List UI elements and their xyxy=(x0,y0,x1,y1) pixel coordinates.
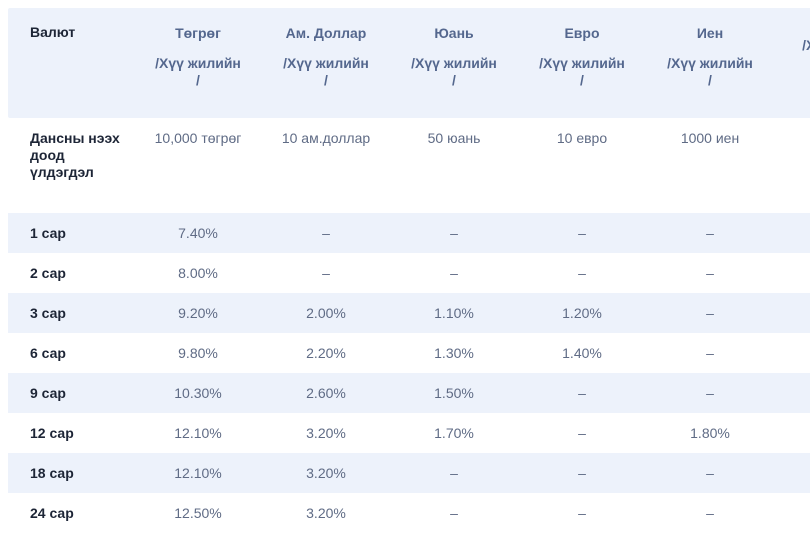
rate-cell: – xyxy=(322,265,330,281)
currency-corner-header: Валют xyxy=(30,24,76,40)
rate-cell: 9.20% xyxy=(178,305,218,321)
period-row-18-month: 18 сар 12.10% 3.20% – – – xyxy=(8,453,810,493)
rate-cell: – xyxy=(450,265,458,281)
rate-cell: – xyxy=(706,505,714,521)
annual-rate-sublabel: /Хүү жилийн/ xyxy=(774,37,810,71)
rate-cell: 9.80% xyxy=(178,345,218,361)
rate-cell: – xyxy=(706,225,714,241)
rate-cell: – xyxy=(450,505,458,521)
sublabel-line1: /Хүү жилийн xyxy=(667,55,753,71)
sublabel-line1: /Хүү жилийн xyxy=(155,55,241,71)
rate-cell: – xyxy=(578,425,586,441)
rate-cell: 12.10% xyxy=(174,425,222,441)
period-row-24-month: 24 сар 12.50% 3.20% – – – xyxy=(8,493,810,533)
annual-rate-sublabel: /Хүү жилийн/ xyxy=(390,55,518,89)
annual-rate-sublabel: /Хүү жилийн/ xyxy=(134,55,262,89)
min-balance-label: Дансны нээх доод үлдэгдэл xyxy=(30,130,120,180)
rate-cell: 10.30% xyxy=(174,385,222,401)
currency-name: Ам. Доллар xyxy=(285,25,367,41)
annual-rate-sublabel: /Хүү жилийн/ xyxy=(518,55,646,89)
column-header-cutoff: /Хүү жилийн/ xyxy=(774,24,810,71)
deposit-rates-table: Валют Төгрөг /Хүү жилийн / Ам. Доллар /Хү… xyxy=(8,8,810,534)
column-header-togrog: Төгрөг /Хүү жилийн / xyxy=(134,24,262,89)
rate-cell: 2.20% xyxy=(306,345,346,361)
rate-cell: – xyxy=(578,225,586,241)
sublabel-line2: / xyxy=(324,72,328,88)
rate-cell: – xyxy=(706,305,714,321)
min-balance-value: 50 юань xyxy=(427,130,481,146)
rate-cell: 3.20% xyxy=(306,465,346,481)
rate-cell: 1.70% xyxy=(434,425,474,441)
column-header-usd: Ам. Доллар /Хүү жилийн / xyxy=(262,24,390,89)
rate-cell: 1.80% xyxy=(690,425,730,441)
sublabel-line1: /Хүү жилийн xyxy=(539,55,625,71)
period-row-12-month: 12 сар 12.10% 3.20% 1.70% – 1.80% xyxy=(8,413,810,453)
currency-name: Евро xyxy=(564,25,600,41)
period-row-3-month: 3 сар 9.20% 2.00% 1.10% 1.20% – xyxy=(8,293,810,333)
rate-cell: – xyxy=(578,505,586,521)
period-row-2-month: 2 сар 8.00% – – – – xyxy=(8,253,810,293)
rate-cell: – xyxy=(706,465,714,481)
rate-cell: 2.00% xyxy=(306,305,346,321)
sublabel-line2: / xyxy=(196,72,200,88)
rate-cell: 8.00% xyxy=(178,265,218,281)
currency-name: Юань xyxy=(434,25,474,41)
sublabel-line2: / xyxy=(708,72,712,88)
period-label: 1 сар xyxy=(30,225,66,241)
rate-cell: 12.10% xyxy=(174,465,222,481)
rate-cell: – xyxy=(578,265,586,281)
sublabel-line1: /Хүү жилийн xyxy=(802,37,810,53)
period-row-1-month: 1 сар 7.40% – – – – xyxy=(8,213,810,253)
period-label: 9 сар xyxy=(30,385,66,401)
rate-cell: 1.30% xyxy=(434,345,474,361)
rate-cell: 7.40% xyxy=(178,225,218,241)
period-label: 18 сар xyxy=(30,465,74,481)
rate-cell: 12.50% xyxy=(174,505,222,521)
rate-cell: 2.60% xyxy=(306,385,346,401)
min-balance-value: 10,000 төгрөг xyxy=(154,130,242,146)
rate-cell: – xyxy=(706,385,714,401)
rate-cell: 1.20% xyxy=(562,305,602,321)
column-header-yen: Иен /Хүү жилийн / xyxy=(646,24,774,89)
column-header-yuan: Юань /Хүү жилийн / xyxy=(390,24,518,89)
min-balance-value: 1000 иен xyxy=(680,130,740,146)
min-balance-value: 10 евро xyxy=(556,130,608,146)
rate-cell: 1.10% xyxy=(434,305,474,321)
sublabel-line1: /Хүү жилийн xyxy=(283,55,369,71)
rate-cell: – xyxy=(706,265,714,281)
sublabel-line2: / xyxy=(580,72,584,88)
column-header-euro: Евро /Хүү жилийн / xyxy=(518,24,646,89)
rate-cell: 3.20% xyxy=(306,505,346,521)
period-row-9-month: 9 сар 10.30% 2.60% 1.50% – – xyxy=(8,373,810,413)
currency-name: Төгрөг xyxy=(175,25,221,41)
min-balance-value: 10 ам.доллар xyxy=(281,130,371,146)
rate-cell: 1.40% xyxy=(562,345,602,361)
period-row-6-month: 6 сар 9.80% 2.20% 1.30% 1.40% – xyxy=(8,333,810,373)
rate-cell: – xyxy=(322,225,330,241)
min-balance-row: Дансны нээх доод үлдэгдэл 10,000 төгрөг … xyxy=(8,118,810,213)
currency-name: Иен xyxy=(696,25,724,41)
min-balance-label-cell: Дансны нээх доод үлдэгдэл xyxy=(8,130,134,181)
period-label: 3 сар xyxy=(30,305,66,321)
table-header-row: Валют Төгрөг /Хүү жилийн / Ам. Доллар /Хү… xyxy=(8,8,810,118)
sublabel-line2: / xyxy=(452,72,456,88)
rate-cell: – xyxy=(706,345,714,361)
rate-cell: 3.20% xyxy=(306,425,346,441)
annual-rate-sublabel: /Хүү жилийн/ xyxy=(646,55,774,89)
annual-rate-sublabel: /Хүү жилийн/ xyxy=(262,55,390,89)
period-label: 12 сар xyxy=(30,425,74,441)
rate-cell: – xyxy=(450,465,458,481)
rate-cell: – xyxy=(578,465,586,481)
sublabel-line1: /Хүү жилийн xyxy=(411,55,497,71)
rate-cell: 1.50% xyxy=(434,385,474,401)
period-label: 2 сар xyxy=(30,265,66,281)
period-label: 24 сар xyxy=(30,505,74,521)
period-label: 6 сар xyxy=(30,345,66,361)
rate-cell: – xyxy=(578,385,586,401)
rate-cell: – xyxy=(450,225,458,241)
